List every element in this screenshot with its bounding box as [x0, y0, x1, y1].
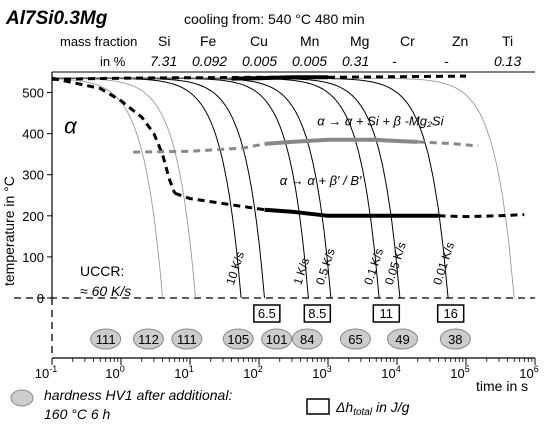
- composition-element: Cr: [400, 33, 415, 49]
- y-tick-label: 500: [22, 86, 44, 101]
- y-tick-label: 200: [22, 209, 44, 224]
- phase-label: α → α + Si + β -Mg₂Si: [317, 113, 444, 128]
- composition-element: Fe: [200, 33, 217, 49]
- enthalpy-box: [372, 304, 401, 323]
- hardness-value: 112: [138, 332, 159, 347]
- phase-boundary: [438, 213, 525, 219]
- phase-boundary: [231, 75, 328, 81]
- hardness-values: 111 112 111 105 101 84 65 49 38: [90, 328, 471, 350]
- composition-value: 0.31: [342, 53, 369, 69]
- phase-boundary: [264, 207, 439, 218]
- enthalpy-box: [253, 304, 281, 323]
- hardness-marker: [261, 328, 293, 350]
- composition-value: -: [392, 53, 397, 69]
- legend-hardness-line2: 160 °C 6 h: [44, 406, 111, 422]
- composition-element: Ti: [502, 33, 513, 49]
- uccr-value: ≈ 60 K/s: [80, 283, 131, 299]
- x-tick-label: 10-1: [35, 364, 57, 381]
- enthalpy-box: [436, 304, 465, 323]
- composition-value: 7.31: [150, 53, 177, 69]
- hardness-marker: [291, 328, 323, 350]
- enthalpy-boxes: 6.5 8.5 11 16: [253, 304, 465, 323]
- enthalpy-value: 6.5: [258, 306, 276, 321]
- legend-hardness-marker: [10, 389, 34, 407]
- composition-table: Si7.31Fe0.092Cu0.005Mn0.005Mg0.31Cr-Zn-T…: [150, 33, 521, 69]
- x-axis-label: time in s: [476, 378, 528, 394]
- composition-element: Cu: [250, 33, 268, 49]
- hardness-value: 65: [348, 332, 362, 347]
- hardness-marker: [222, 328, 254, 350]
- composition-value: 0.13: [494, 53, 521, 69]
- composition-element: Mn: [300, 33, 319, 49]
- x-tick-label: 105: [450, 364, 469, 381]
- hardness-marker: [339, 328, 371, 350]
- phase-label-alpha: α: [64, 114, 78, 139]
- y-axis-label: temperature in °C: [1, 176, 17, 286]
- hardness-value: 111: [96, 332, 116, 347]
- hardness-value: 38: [448, 332, 462, 347]
- composition-label-unit: in %: [100, 54, 126, 69]
- phase-labels: α α → α + Si + β -Mg₂Si α → α + β′ / B′: [64, 113, 444, 188]
- phase-boundary: [51, 74, 467, 81]
- x-tick-label: 103: [312, 364, 331, 381]
- uccr-label: UCCR:: [80, 263, 124, 279]
- hardness-value: 111: [177, 332, 197, 347]
- phase-boundary: [51, 76, 177, 194]
- hardness-value: 49: [395, 332, 409, 347]
- hardness-value: 105: [227, 332, 249, 347]
- y-tick-label: 300: [22, 168, 44, 183]
- enthalpy-value: 16: [443, 306, 457, 321]
- alloy-title: Al7Si0.3Mg: [5, 8, 108, 29]
- hardness-value: 101: [266, 332, 288, 347]
- composition-value: 0.005: [242, 53, 277, 69]
- composition-label-mass: mass fraction: [60, 34, 137, 49]
- composition-element: Si: [158, 33, 170, 49]
- y-tick-label: 0: [37, 291, 44, 306]
- x-tick-label: 106: [519, 364, 538, 381]
- legend-hardness-line1: hardness HV1 after additional:: [44, 387, 232, 403]
- cooling-rate-label: 1 K/s: [290, 256, 312, 286]
- enthalpy-value: 8.5: [308, 306, 326, 321]
- hardness-marker: [439, 328, 471, 350]
- cooling-condition: cooling from: 540 °C 480 min: [184, 11, 365, 27]
- hardness-value: 84: [300, 332, 314, 347]
- composition-value: 0.005: [292, 53, 327, 69]
- phase-boundaries: [51, 74, 525, 219]
- cooling-rate-label: 10 K/s: [223, 250, 247, 287]
- composition-element: Zn: [452, 33, 468, 49]
- phase-boundary: [417, 140, 479, 148]
- x-tick-label: 101: [174, 364, 193, 381]
- cooling-rate-label: 0.05 K/s: [382, 240, 409, 286]
- hardness-marker: [386, 328, 418, 350]
- enthalpy-value: 11: [380, 306, 394, 321]
- x-tick-label: 104: [381, 364, 400, 381]
- legend-enthalpy-label: Δhtotal in J/g: [335, 399, 410, 418]
- phase-boundary: [133, 142, 265, 154]
- composition-value: 0.092: [192, 53, 227, 69]
- phase-label: α → α + β′ / B′: [280, 173, 362, 188]
- hardness-marker: [171, 328, 203, 350]
- cooling-rate-label: 0.5 K/s: [313, 247, 338, 287]
- phase-boundary: [174, 191, 265, 212]
- legend-enthalpy-marker: [306, 398, 330, 415]
- composition-value: -: [444, 53, 449, 69]
- y-tick-label: 400: [22, 127, 44, 142]
- hardness-marker: [90, 328, 122, 350]
- y-tick-label: 100: [22, 250, 44, 265]
- hardness-marker: [132, 328, 164, 350]
- axes: 0 100 200 300 400 500 10-1 100 101 102 103 104 105 10…: [14, 71, 539, 381]
- cooling-rate-label: 0.01 K/s: [430, 240, 457, 286]
- x-tick-label: 102: [243, 364, 262, 381]
- enthalpy-box: [303, 304, 332, 323]
- composition-element: Mg: [350, 33, 369, 49]
- phase-boundary: [264, 137, 418, 146]
- x-tick-label: 100: [105, 364, 124, 381]
